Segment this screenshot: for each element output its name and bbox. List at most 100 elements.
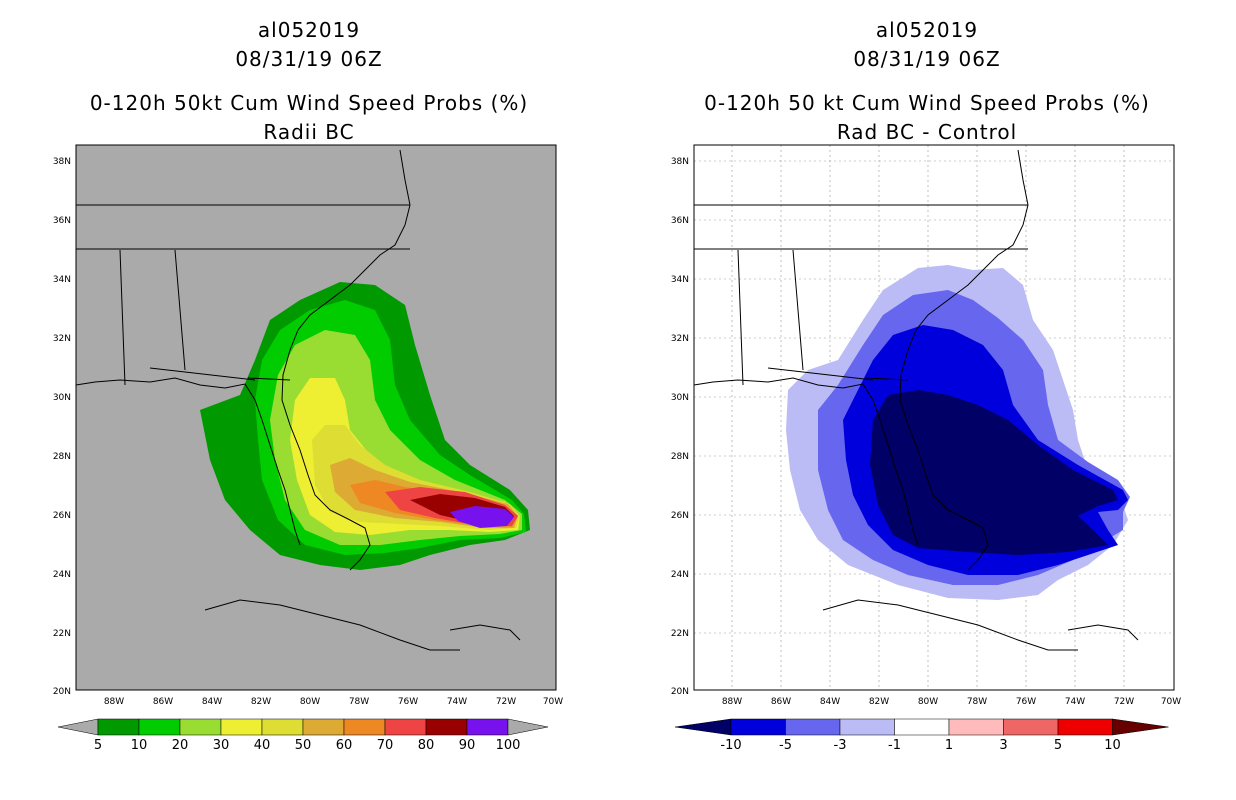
legend-label: 30 xyxy=(213,738,230,753)
lat-label: 32N xyxy=(671,334,689,344)
lon-label: 86W xyxy=(153,697,173,707)
lat-label: 24N xyxy=(671,570,689,580)
datetime: 08/31/19 06Z xyxy=(235,47,383,71)
contour-90 xyxy=(450,506,514,528)
lon-label: 88W xyxy=(722,697,742,707)
title-line2: Rad BC - Control xyxy=(836,120,1018,144)
lon-label: 72W xyxy=(496,697,516,707)
legend-swatch xyxy=(785,718,841,736)
legend-swatch xyxy=(1003,718,1059,736)
lat-label: 36N xyxy=(671,216,689,226)
legend-label: -5 xyxy=(779,738,792,753)
legend-rad-bc-control: -10 -5 -3 -1 1 3 5 10 xyxy=(674,718,1169,753)
legend-label: -3 xyxy=(834,738,847,753)
lon-label: 88W xyxy=(104,697,124,707)
legend-high-arrow xyxy=(1112,718,1169,736)
lon-label: 76W xyxy=(1016,697,1036,707)
legend-swatch xyxy=(466,718,509,736)
lat-label: 32N xyxy=(53,334,71,344)
lat-axis: 38N 36N 34N 32N 30N 28N 26N 24N 22N 20N xyxy=(53,157,71,697)
legend-label: 50 xyxy=(295,738,312,753)
legend-label: -10 xyxy=(720,738,741,753)
legend-swatch xyxy=(730,718,786,736)
lat-label: 20N xyxy=(671,687,689,697)
legend-high-arrow xyxy=(507,718,549,736)
panel-rad-bc-control: al052019 08/31/19 06Z 0-120h 50 kt Cum W… xyxy=(618,0,1236,800)
coastlines xyxy=(75,149,521,651)
lon-label: 72W xyxy=(1114,697,1134,707)
lat-label: 34N xyxy=(53,275,71,285)
lon-axis: 88W 86W 84W 82W 80W 78W 76W 74W 72W 70W xyxy=(722,697,1181,707)
legend-swatch xyxy=(894,718,950,736)
lon-label: 80W xyxy=(918,697,938,707)
probability-contours xyxy=(200,282,530,570)
title-line1: 0-120h 50 kt Cum Wind Speed Probs (%) xyxy=(704,91,1150,115)
lon-label: 84W xyxy=(202,697,222,707)
legend-label: 5 xyxy=(94,738,102,753)
lon-label: 74W xyxy=(447,697,467,707)
panel-radii-bc: al052019 08/31/19 06Z 0-120h 50kt Cum Wi… xyxy=(53,18,563,753)
legend-swatch xyxy=(261,718,304,736)
legend-label: 10 xyxy=(1104,738,1121,753)
legend-label: 90 xyxy=(459,738,476,753)
map-radii-bc: 38N 36N 34N 32N 30N 28N 26N 24N 22N 20N … xyxy=(53,144,563,753)
lon-axis: 88W 86W 84W 82W 80W 78W 76W 74W 72W 70W xyxy=(104,697,563,707)
storm-id: al052019 xyxy=(257,18,361,42)
legend-label: 5 xyxy=(1054,738,1062,753)
legend-label: 1 xyxy=(945,738,953,753)
legend-label: 20 xyxy=(172,738,189,753)
map-frame xyxy=(75,144,557,691)
lon-label: 84W xyxy=(820,697,840,707)
legend-swatch xyxy=(302,718,345,736)
lon-label: 82W xyxy=(869,697,889,707)
lon-label: 82W xyxy=(251,697,271,707)
legend-swatch xyxy=(839,718,895,736)
lat-axis: 38N 36N 34N 32N 30N 28N 26N 24N 22N 20N xyxy=(671,157,689,697)
legend-label: 100 xyxy=(496,738,521,753)
lat-label: 22N xyxy=(671,629,689,639)
legend-low-arrow xyxy=(674,718,732,736)
lon-label: 78W xyxy=(349,697,369,707)
legend-swatch xyxy=(138,718,181,736)
lat-label: 28N xyxy=(53,452,71,462)
contour-minus-10 xyxy=(870,390,1118,555)
legend-label: 40 xyxy=(254,738,271,753)
legend-swatch xyxy=(220,718,263,736)
lat-label: 30N xyxy=(671,393,689,403)
legend-low-arrow xyxy=(57,718,99,736)
lon-label: 74W xyxy=(1065,697,1085,707)
lat-label: 22N xyxy=(53,629,71,639)
legend-swatch xyxy=(97,718,140,736)
lat-label: 20N xyxy=(53,687,71,697)
legend-swatch xyxy=(1057,718,1113,736)
title-line1: 0-120h 50kt Cum Wind Speed Probs (%) xyxy=(89,91,529,115)
title-line2: Radii BC xyxy=(263,120,355,144)
lat-label: 28N xyxy=(671,452,689,462)
lon-label: 76W xyxy=(398,697,418,707)
legend-swatch xyxy=(179,718,222,736)
coastlines xyxy=(693,149,1139,651)
lon-label: 86W xyxy=(771,697,791,707)
legend-label: -1 xyxy=(888,738,901,753)
storm-id: al052019 xyxy=(875,18,979,42)
lat-label: 38N xyxy=(671,157,689,167)
legend-swatch xyxy=(343,718,386,736)
legend-label: 10 xyxy=(131,738,148,753)
lat-label: 34N xyxy=(671,275,689,285)
legend-swatch xyxy=(384,718,427,736)
legend-swatch xyxy=(425,718,468,736)
lon-label: 78W xyxy=(967,697,987,707)
map-rad-bc-control: 38N 36N 34N 32N 30N 28N 26N 24N 22N 20N … xyxy=(671,144,1181,753)
lat-label: 36N xyxy=(53,216,71,226)
difference-contours xyxy=(786,265,1130,600)
legend-label: 3 xyxy=(999,738,1007,753)
lat-label: 26N xyxy=(53,511,71,521)
lon-label: 70W xyxy=(1161,697,1181,707)
lat-label: 38N xyxy=(53,157,71,167)
lat-label: 30N xyxy=(53,393,71,403)
map-frame xyxy=(693,144,1175,691)
lon-label: 70W xyxy=(543,697,563,707)
lon-label: 80W xyxy=(300,697,320,707)
legend-label: 60 xyxy=(336,738,353,753)
legend-label: 80 xyxy=(418,738,435,753)
